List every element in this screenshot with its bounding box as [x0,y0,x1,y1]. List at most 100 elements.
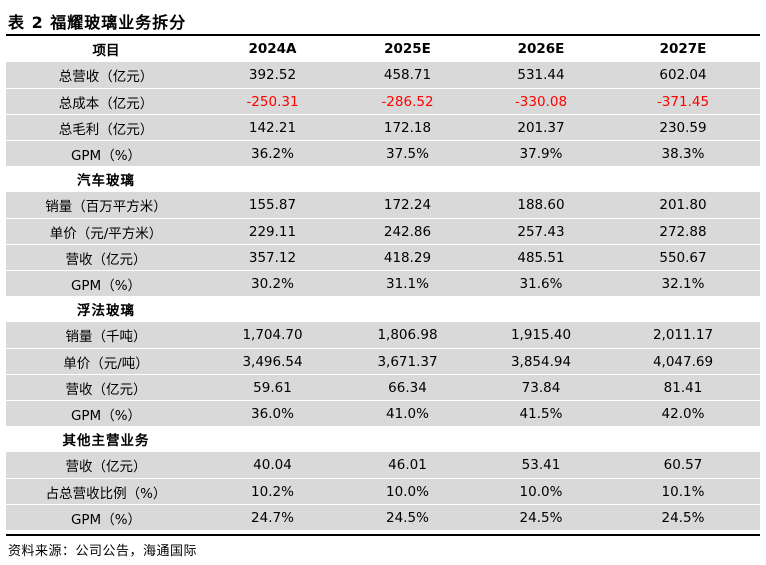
value-cell: 172.24 [383,197,432,213]
row-label: 占总营收比例（%） [45,485,167,502]
header-2026e: 2026E [517,41,565,57]
table-row: 总成本（亿元） -250.31 -286.52 -330.08 -371.45 [6,88,760,114]
value-cell: 172.18 [383,119,432,136]
value-cell: 155.87 [248,197,297,213]
value-cell: 392.52 [248,67,297,83]
value-cell: 1,806.98 [377,327,438,343]
value-cell: 42.0% [661,405,705,422]
value-cell: 81.41 [663,379,703,396]
value-cell: -371.45 [656,93,710,110]
table-title: 表 2 福耀玻璃业务拆分 [8,13,187,32]
value-cell: 41.5% [519,405,563,422]
row-label: 销量（百万平方米） [45,199,167,215]
row-label: 营收（亿元） [65,381,147,398]
value-cell: 73.84 [521,379,561,396]
bottom-rule [6,534,760,536]
section-row: 浮法玻璃 [6,296,760,322]
row-label: GPM（%） [70,407,142,424]
table-header-row: 项目 2024A 2025E 2026E 2027E [6,36,760,62]
value-cell: 60.57 [663,457,703,473]
value-cell: 66.34 [388,379,427,396]
value-cell: 24.5% [661,509,705,526]
table-row: 总营收（亿元） 392.52 458.71 531.44 602.04 [6,62,760,88]
business-breakdown-table: 项目 2024A 2025E 2026E 2027E 总营收（亿元） 392.52… [6,36,760,530]
value-cell: 32.1% [661,275,705,292]
table-row: 营收（亿元） 40.04 46.01 53.41 60.57 [6,452,760,478]
value-cell: 188.60 [517,197,565,213]
value-cell: 201.37 [517,119,565,136]
row-label: 总毛利（亿元） [58,121,154,138]
value-cell: 10.0% [519,483,563,500]
value-cell: 30.2% [251,275,294,292]
row-label: 营收（亿元） [65,251,147,268]
value-cell: 2,011.17 [652,327,714,343]
table-row: GPM（%） 36.0% 41.0% 41.5% 42.0% [6,400,760,426]
table-row: GPM（%） 30.2% 31.1% 31.6% 32.1% [6,270,760,296]
table-row: GPM（%） 24.7% 24.5% 24.5% 24.5% [6,504,760,530]
value-cell: 1,704.70 [242,327,303,343]
value-cell: 230.59 [659,119,707,136]
value-cell: 46.01 [388,457,427,473]
table-row: 占总营收比例（%） 10.2% 10.0% 10.0% 10.1% [6,478,760,504]
value-cell: -330.08 [514,93,568,110]
table-row: 营收（亿元） 357.12 418.29 485.51 550.67 [6,244,760,270]
section-label: 其他主营业务 [62,433,150,449]
value-cell: 357.12 [248,249,297,266]
value-cell: 242.86 [383,223,432,240]
value-cell: 10.1% [661,483,705,500]
value-cell: 31.1% [386,275,429,292]
value-cell: 257.43 [517,223,565,240]
value-cell: 36.2% [251,145,294,162]
value-cell: 40.04 [253,457,292,473]
value-cell: 24.7% [251,509,294,526]
table-body: 总营收（亿元） 392.52 458.71 531.44 602.04 总成本（亿元） -2… [6,62,760,530]
row-label: GPM（%） [70,511,142,528]
header-2024a: 2024A [248,41,297,57]
table-row: 营收（亿元） 59.61 66.34 73.84 81.41 [6,374,760,400]
value-cell: 38.3% [661,145,705,162]
row-label: 单价（元/吨） [63,355,149,372]
value-cell: 485.51 [517,249,565,266]
value-cell: 3,671.37 [377,353,438,370]
value-cell: 458.71 [383,67,432,83]
value-cell: 41.0% [386,405,429,422]
section-row: 汽车玻璃 [6,166,760,192]
value-cell: 602.04 [659,67,707,83]
value-cell: -250.31 [246,93,299,110]
value-cell: 418.29 [383,249,432,266]
value-cell: 59.61 [253,379,292,396]
row-label: GPM（%） [70,277,142,294]
table-row: GPM（%） 36.2% 37.5% 37.9% 38.3% [6,140,760,166]
table-row: 总毛利（亿元） 142.21 172.18 201.37 230.59 [6,114,760,140]
source-note: 资料来源：公司公告，海通国际 [8,544,198,559]
row-label: 总成本（亿元） [58,95,154,112]
header-2027e: 2027E [659,41,707,57]
row-label: GPM（%） [70,147,142,164]
value-cell: 550.67 [659,249,707,266]
value-cell: 10.2% [251,483,294,500]
value-cell: 37.9% [519,145,563,162]
value-cell: 24.5% [386,509,429,526]
value-cell: 10.0% [386,483,429,500]
row-label: 总营收（亿元） [58,69,154,85]
value-cell: 4,047.69 [652,353,714,370]
value-cell: 1,915.40 [510,327,572,343]
value-cell: 37.5% [386,145,429,162]
value-cell: 531.44 [517,67,565,83]
section-label: 汽车玻璃 [77,173,135,189]
table-row: 销量（百万平方米） 155.87 172.24 188.60 201.80 [6,192,760,218]
value-cell: 24.5% [519,509,563,526]
value-cell: 3,496.54 [242,353,303,370]
value-cell: 272.88 [659,223,707,240]
table-row: 销量（千吨） 1,704.70 1,806.98 1,915.40 2,011.17 [6,322,760,348]
value-cell: 142.21 [248,119,297,136]
table-row: 单价（元/吨） 3,496.54 3,671.37 3,854.94 4,047.69 [6,348,760,374]
table-row: 单价（元/平方米） 229.11 242.86 257.43 272.88 [6,218,760,244]
value-cell: 36.0% [251,405,294,422]
header-item: 项目 [92,43,120,59]
value-cell: 53.41 [521,457,561,473]
row-label: 营收（亿元） [65,459,147,475]
section-row: 其他主营业务 [6,426,760,452]
value-cell: 229.11 [248,223,297,240]
header-2025e: 2025E [384,41,431,57]
